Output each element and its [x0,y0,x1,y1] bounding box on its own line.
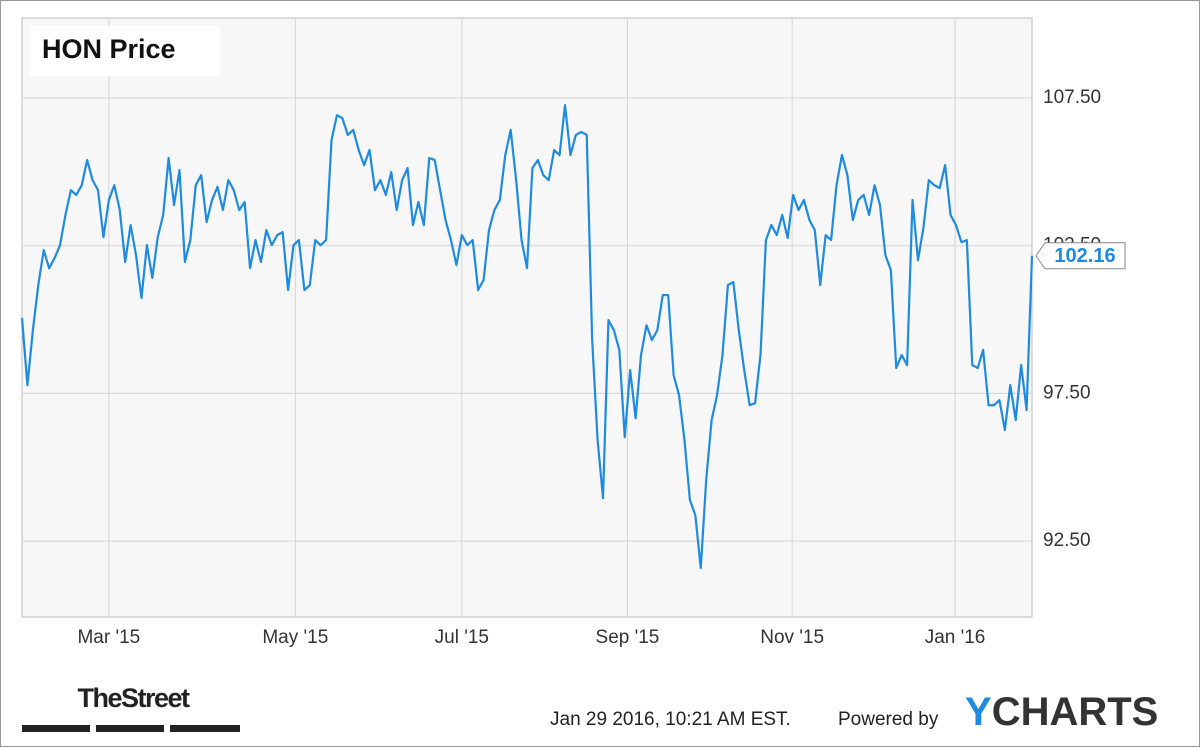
x-tick-label: Mar '15 [77,627,140,648]
publisher-logo: TheStreet [77,683,190,713]
y-tick-label: 92.50 [1043,530,1091,551]
x-tick-label: May '15 [262,627,328,648]
y-tick-label: 97.50 [1043,382,1091,403]
powered-by: Powered by [838,709,939,730]
x-tick-label: Nov '15 [760,627,824,648]
price-line [20,104,1034,570]
title-box [30,26,220,76]
x-tick-label: Jul '15 [435,627,489,648]
brand-logo: YCHARTS [965,690,1158,734]
x-tick-label: Jan '16 [925,627,986,648]
logo-bar [22,725,90,732]
last-value-flag [1035,242,1126,270]
plot-area [21,17,1033,618]
logo-bar [170,725,240,732]
x-tick-label: Sep '15 [596,627,660,648]
y-tick-label: 107.50 [1043,87,1101,108]
logo-bar [96,725,164,732]
chart-title: HON Price [42,34,176,64]
timestamp: Jan 29 2016, 10:21 AM EST. [550,709,791,730]
last-value-label: 102.16 [1054,245,1115,267]
